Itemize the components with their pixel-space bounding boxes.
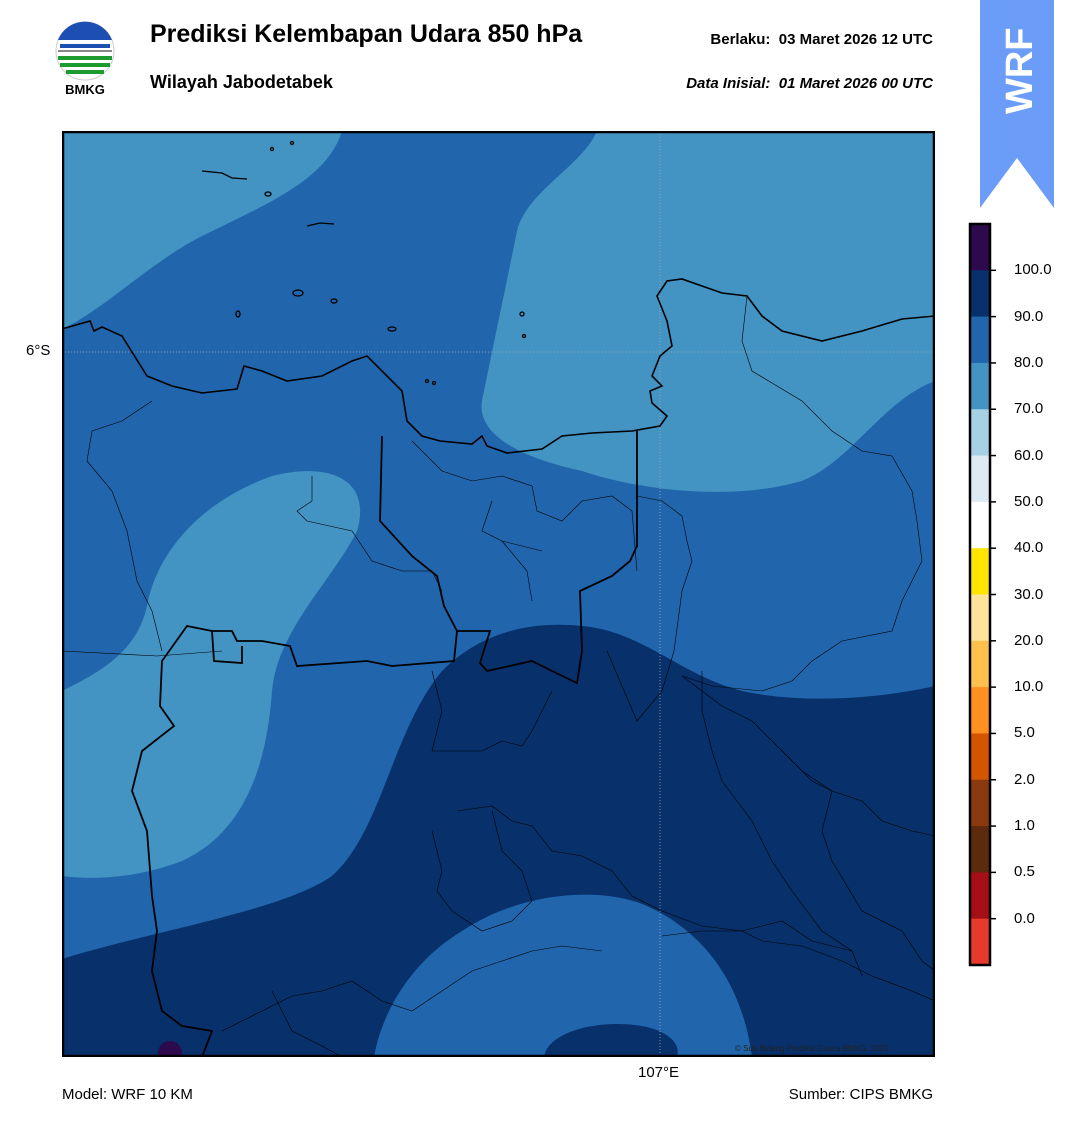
north-coastline xyxy=(62,278,935,454)
rh-over-100-dot xyxy=(158,1041,182,1057)
bmkg-emblem-icon xyxy=(55,21,115,81)
colorbar xyxy=(968,222,996,967)
colorbar-label: 50.0 xyxy=(1014,492,1044,510)
colorbar-swatch xyxy=(970,455,990,503)
colorbar-label: 5.0 xyxy=(1014,724,1035,742)
district-borders xyxy=(62,295,935,1057)
logo-text: BMKG xyxy=(65,82,105,97)
colorbar-label: 70.0 xyxy=(1014,400,1044,418)
rh-90-100-region-south xyxy=(62,624,935,1057)
bmkg-logo: BMKG xyxy=(52,20,118,102)
rh-70-80-region-northeast xyxy=(481,131,935,492)
model-label: Model: WRF 10 KM xyxy=(62,1086,193,1103)
wrf-badge-text: WRF xyxy=(999,27,1041,114)
colorbar-label: 0.0 xyxy=(1014,909,1035,927)
wrf-badge: WRF xyxy=(980,0,1054,208)
province-border-west xyxy=(131,625,458,1057)
map-frame xyxy=(62,131,935,1057)
rh-90-100-region-southsmall xyxy=(544,1024,678,1057)
colorbar-label: 40.0 xyxy=(1014,539,1044,557)
colorbar-swatch xyxy=(970,409,990,457)
colorbar-label: 100.0 xyxy=(1014,261,1052,279)
lat-label: 6°S xyxy=(26,342,51,359)
colorbar-swatch xyxy=(970,316,990,364)
humidity-map[interactable] xyxy=(62,131,935,1057)
colorbar-swatch xyxy=(970,826,990,873)
colorbar-label: 30.0 xyxy=(1014,585,1044,603)
map-title: Prediksi Kelembapan Udara 850 hPa xyxy=(150,20,583,48)
colorbar-label: 80.0 xyxy=(1014,353,1044,371)
map-subtitle: Wilayah Jabodetabek xyxy=(150,72,333,92)
thousand-islands xyxy=(201,140,527,386)
colorbar-swatch xyxy=(970,594,990,642)
colorbar-swatch xyxy=(970,362,990,410)
colorbar-label: 0.5 xyxy=(1014,863,1035,881)
init-time: Data Inisial: 01 Maret 2026 00 UTC xyxy=(686,75,933,92)
colorbar-swatch xyxy=(970,872,990,920)
rh-70-80-region-northwest xyxy=(62,131,342,329)
colorbar-label: 90.0 xyxy=(1014,307,1044,325)
colorbar-swatch xyxy=(970,224,990,271)
colorbar-swatch xyxy=(970,501,990,549)
colorbar-label: 60.0 xyxy=(1014,446,1044,464)
colorbar-swatch xyxy=(970,270,990,318)
valid-time: Berlaku: 03 Maret 2026 12 UTC xyxy=(710,31,933,48)
colorbar-swatch xyxy=(970,640,990,688)
colorbar-label: 2.0 xyxy=(1014,770,1035,788)
colorbar-swatch xyxy=(970,687,990,734)
colorbar-label: 1.0 xyxy=(1014,817,1035,835)
rh-80-90-region-south xyxy=(374,894,752,1057)
colorbar-swatch xyxy=(970,548,990,595)
colorbar-label: 20.0 xyxy=(1014,631,1044,649)
colorbar-swatch xyxy=(970,779,990,827)
colorbar-swatch xyxy=(970,733,990,781)
source-label: Sumber: CIPS BMKG xyxy=(788,1086,933,1103)
colorbar-label: 10.0 xyxy=(1014,678,1044,696)
lon-label: 107°E xyxy=(638,1064,680,1081)
colorbar-swatch xyxy=(970,918,990,966)
map-credit: © Sub Bidang Prediksi Cuaca BMKG, 2020 xyxy=(735,1044,889,1053)
